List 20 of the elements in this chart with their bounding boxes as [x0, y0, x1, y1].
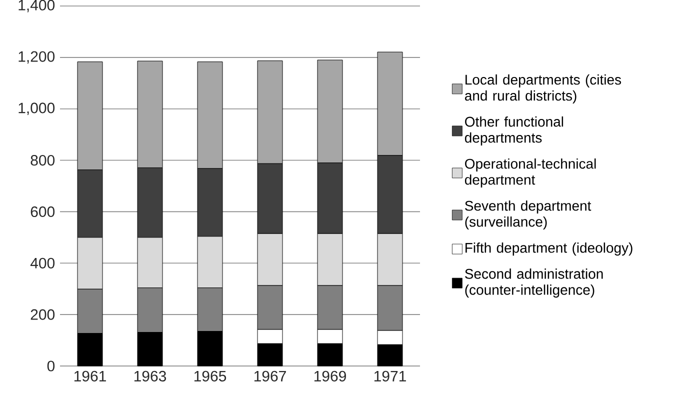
y-tick-label: 1,400 [18, 0, 55, 12]
x-tick-label: 1967 [254, 370, 286, 382]
legend-label: Local departments (cities and rural districts) [464, 74, 622, 104]
y-tick-label: 0 [47, 360, 55, 372]
x-tick-label: 1971 [374, 370, 406, 382]
legend-label: Fifth department (ideology) [466, 242, 632, 256]
y-tick-label: 1,200 [18, 51, 55, 64]
y-tick-label: 200 [30, 309, 55, 320]
x-tick-label: 1961 [74, 370, 106, 382]
legend-label: Other functional departments [464, 116, 564, 146]
y-tick-label: 800 [30, 154, 55, 166]
legend-label: Second administration (counter-intelligence) [465, 268, 603, 298]
x-tick-label: 1963 [134, 370, 166, 382]
x-tick-label: 1965 [194, 370, 226, 382]
y-tick-label: 600 [30, 206, 55, 218]
y-tick-label: 1,000 [18, 102, 55, 116]
legend-label: Operational-technical department [464, 158, 596, 188]
x-tick-label: 1969 [314, 370, 346, 382]
legend-label: Seventh department (surveillance) [465, 200, 592, 230]
y-tick-label: 400 [30, 258, 55, 268]
